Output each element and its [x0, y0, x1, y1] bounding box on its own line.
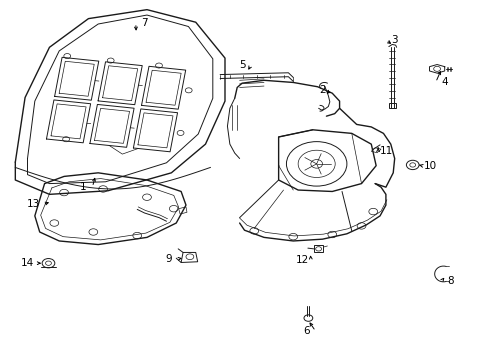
Text: 5: 5	[238, 60, 245, 70]
Text: 1: 1	[80, 182, 87, 192]
Text: 4: 4	[440, 77, 447, 87]
Text: 11: 11	[380, 145, 393, 156]
Text: 3: 3	[390, 35, 397, 45]
Text: 12: 12	[295, 255, 308, 265]
Text: 14: 14	[21, 258, 34, 268]
Text: 10: 10	[423, 161, 436, 171]
Text: 2: 2	[319, 85, 325, 95]
Text: 9: 9	[165, 254, 172, 264]
Text: 8: 8	[446, 276, 453, 286]
Text: 7: 7	[141, 18, 147, 28]
Text: 13: 13	[27, 199, 41, 210]
Text: 6: 6	[303, 326, 309, 336]
